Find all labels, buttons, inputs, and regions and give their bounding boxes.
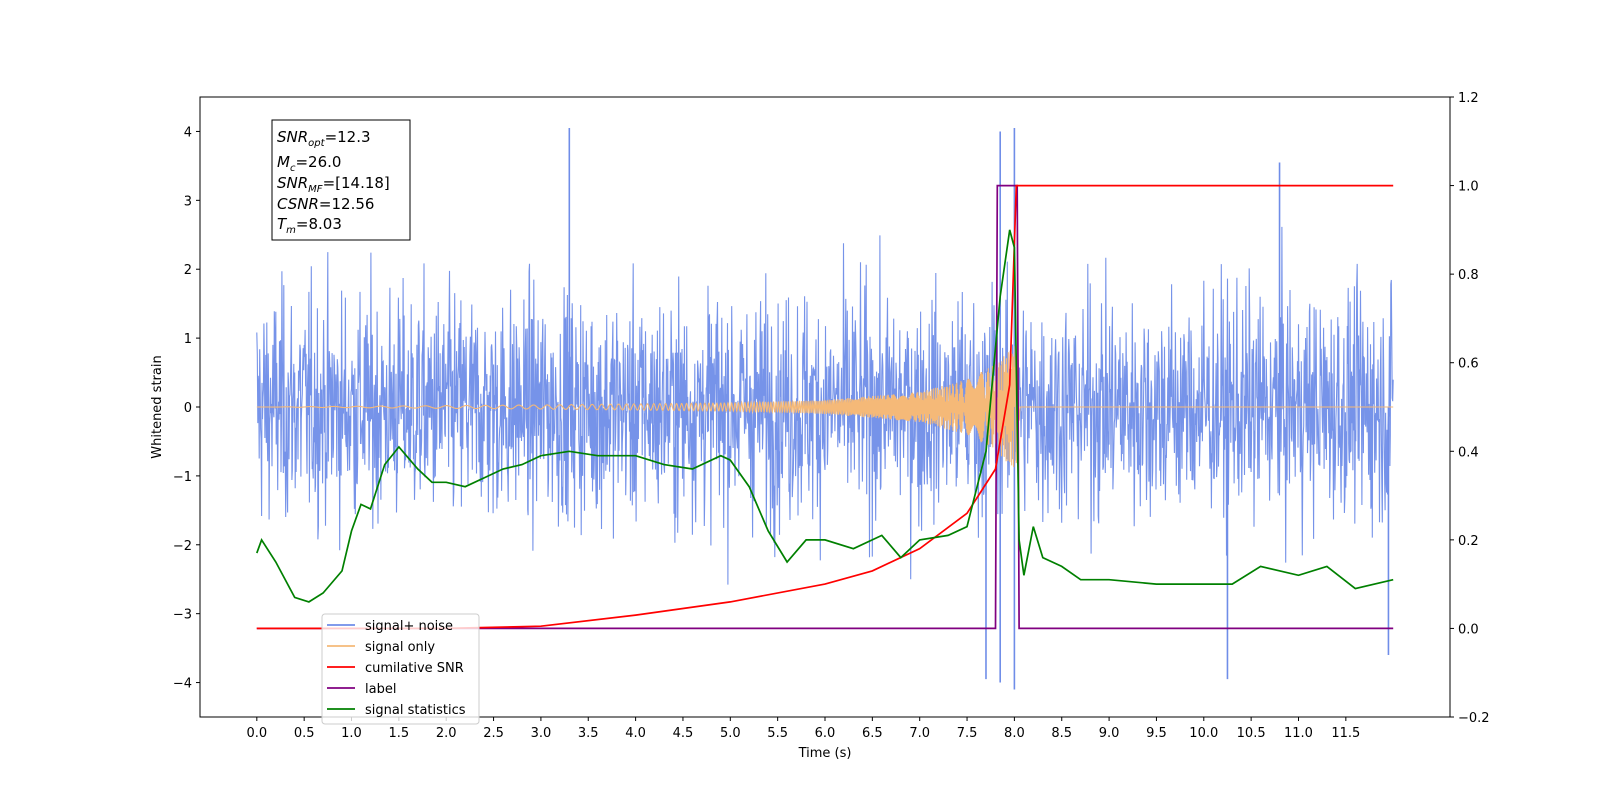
y-tick-label: −1 [173,470,192,485]
y-tick-label: 2 [184,263,192,278]
x-tick-label: 7.5 [957,726,978,741]
x-axis-label: Time (s) [798,746,852,761]
legend: signal+ noise signal only cumilative SNR la… [321,613,480,725]
y2-tick-label: 0.2 [1458,534,1479,549]
x-tick-label: 0.5 [294,726,315,741]
legend-label: signal+ noise [365,619,453,634]
plot-clip-group [256,128,1394,690]
legend-label: cumilative SNR [365,661,464,676]
x-tick-label: 1.5 [389,726,410,741]
cumulative-snr-line [256,184,1394,630]
stat-mc-value: =26.0 [295,153,341,171]
x-tick-label: 10.0 [1189,726,1218,741]
x-tick-label: 5.5 [767,726,788,741]
label-line [256,184,1394,630]
y-tick-label: 3 [184,194,192,209]
legend-label: label [365,682,396,697]
legend-item: signal statistics [327,703,466,718]
signal-noise-layer [256,128,1394,690]
y2-axis-ticks: −0.2 0.0 0.2 0.4 0.6 0.8 1.0 1.2 [1450,91,1490,726]
stat-tm: Tm=8.03 [277,215,342,236]
stats-box: SNRopt=12.3 Mc=26.0 SNRMF=[14.18] CSNR=1… [271,119,411,241]
y-tick-label: −3 [173,608,192,623]
x-tick-label: 6.0 [815,726,836,741]
x-tick-label: 4.0 [625,726,646,741]
y2-tick-label: 1.0 [1458,180,1479,195]
legend-items: signal+ noise signal only cumilative SNR la… [327,619,466,718]
legend-item: signal+ noise [327,619,453,634]
x-tick-label: 5.0 [720,726,741,741]
stat-csnr: CSNR=12.56 [277,195,374,213]
x-tick-label: 9.5 [1146,726,1167,741]
stat-snr-mf-sub: MF [308,184,323,195]
y2-tick-label: 0.6 [1458,357,1479,372]
legend-label: signal statistics [365,703,466,718]
legend-label: signal only [365,640,435,655]
x-tick-label: 2.0 [436,726,457,741]
stat-snr-mf-value: =[14.18] [323,174,390,192]
y2-tick-label: −0.2 [1458,711,1490,726]
stat-tm-value: =8.03 [296,215,342,233]
x-tick-label: 10.5 [1237,726,1266,741]
signal-statistics-line [256,229,1394,603]
y-tick-label: −2 [173,539,192,554]
stat-tm-sub: m [286,225,296,236]
y-tick-label: 1 [184,332,192,347]
y-axis-ticks: −4 −3 −2 −1 0 1 2 3 4 [173,125,200,692]
stat-snr-opt-sub: opt [308,138,325,149]
stat-snr-opt: SNRopt=12.3 [277,128,371,149]
y-tick-label: 4 [184,125,192,140]
x-tick-label: 3.5 [578,726,599,741]
x-tick-label: 0.0 [246,726,267,741]
x-tick-label: 8.5 [1051,726,1072,741]
stat-mc-base: M [277,153,290,171]
x-axis-ticks: 0.0 0.5 1.0 1.5 2.0 2.5 3.0 3.5 4.0 4.5 5.0 5.5 6.0 6… [246,717,1360,741]
legend-frame [321,613,480,725]
x-tick-label: 4.5 [673,726,694,741]
x-tick-label: 2.5 [483,726,504,741]
stat-csnr-base: CSNR [277,195,319,213]
y2-tick-label: 0.8 [1458,268,1479,283]
stat-snr-opt-base: SNR [277,128,308,146]
x-tick-label: 7.0 [909,726,930,741]
stat-csnr-value: =12.56 [319,195,375,213]
x-tick-label: 11.0 [1284,726,1313,741]
x-tick-label: 9.0 [1099,726,1120,741]
stat-snr-opt-value: =12.3 [325,128,371,146]
stat-mc-sub: c [290,163,296,174]
stat-tm-base: T [277,215,288,233]
legend-item: label [327,682,396,697]
stat-mc: Mc=26.0 [277,153,341,174]
signal-only-trace [256,346,1394,468]
x-tick-label: 6.5 [862,726,883,741]
stats-box-frame [271,119,411,241]
x-tick-label: 11.5 [1331,726,1360,741]
y-axis-label: Whitened strain [150,355,165,458]
y2-tick-label: 1.2 [1458,91,1479,106]
legend-item: signal only [327,640,435,655]
y2-tick-label: 0.4 [1458,445,1479,460]
signal-noise-trace [256,226,1394,585]
stat-snr-mf-base: SNR [277,174,308,192]
lines-layer [256,184,1394,630]
y2-tick-label: 0.0 [1458,622,1479,637]
y-tick-label: −4 [173,677,192,692]
x-tick-label: 3.0 [531,726,552,741]
signal-only-layer [256,346,1394,468]
y-tick-label: 0 [184,401,192,416]
stat-snr-mf: SNRMF=[14.18] [277,174,390,195]
x-tick-label: 8.0 [1004,726,1025,741]
legend-item: cumilative SNR [327,661,464,676]
x-tick-label: 1.0 [341,726,362,741]
